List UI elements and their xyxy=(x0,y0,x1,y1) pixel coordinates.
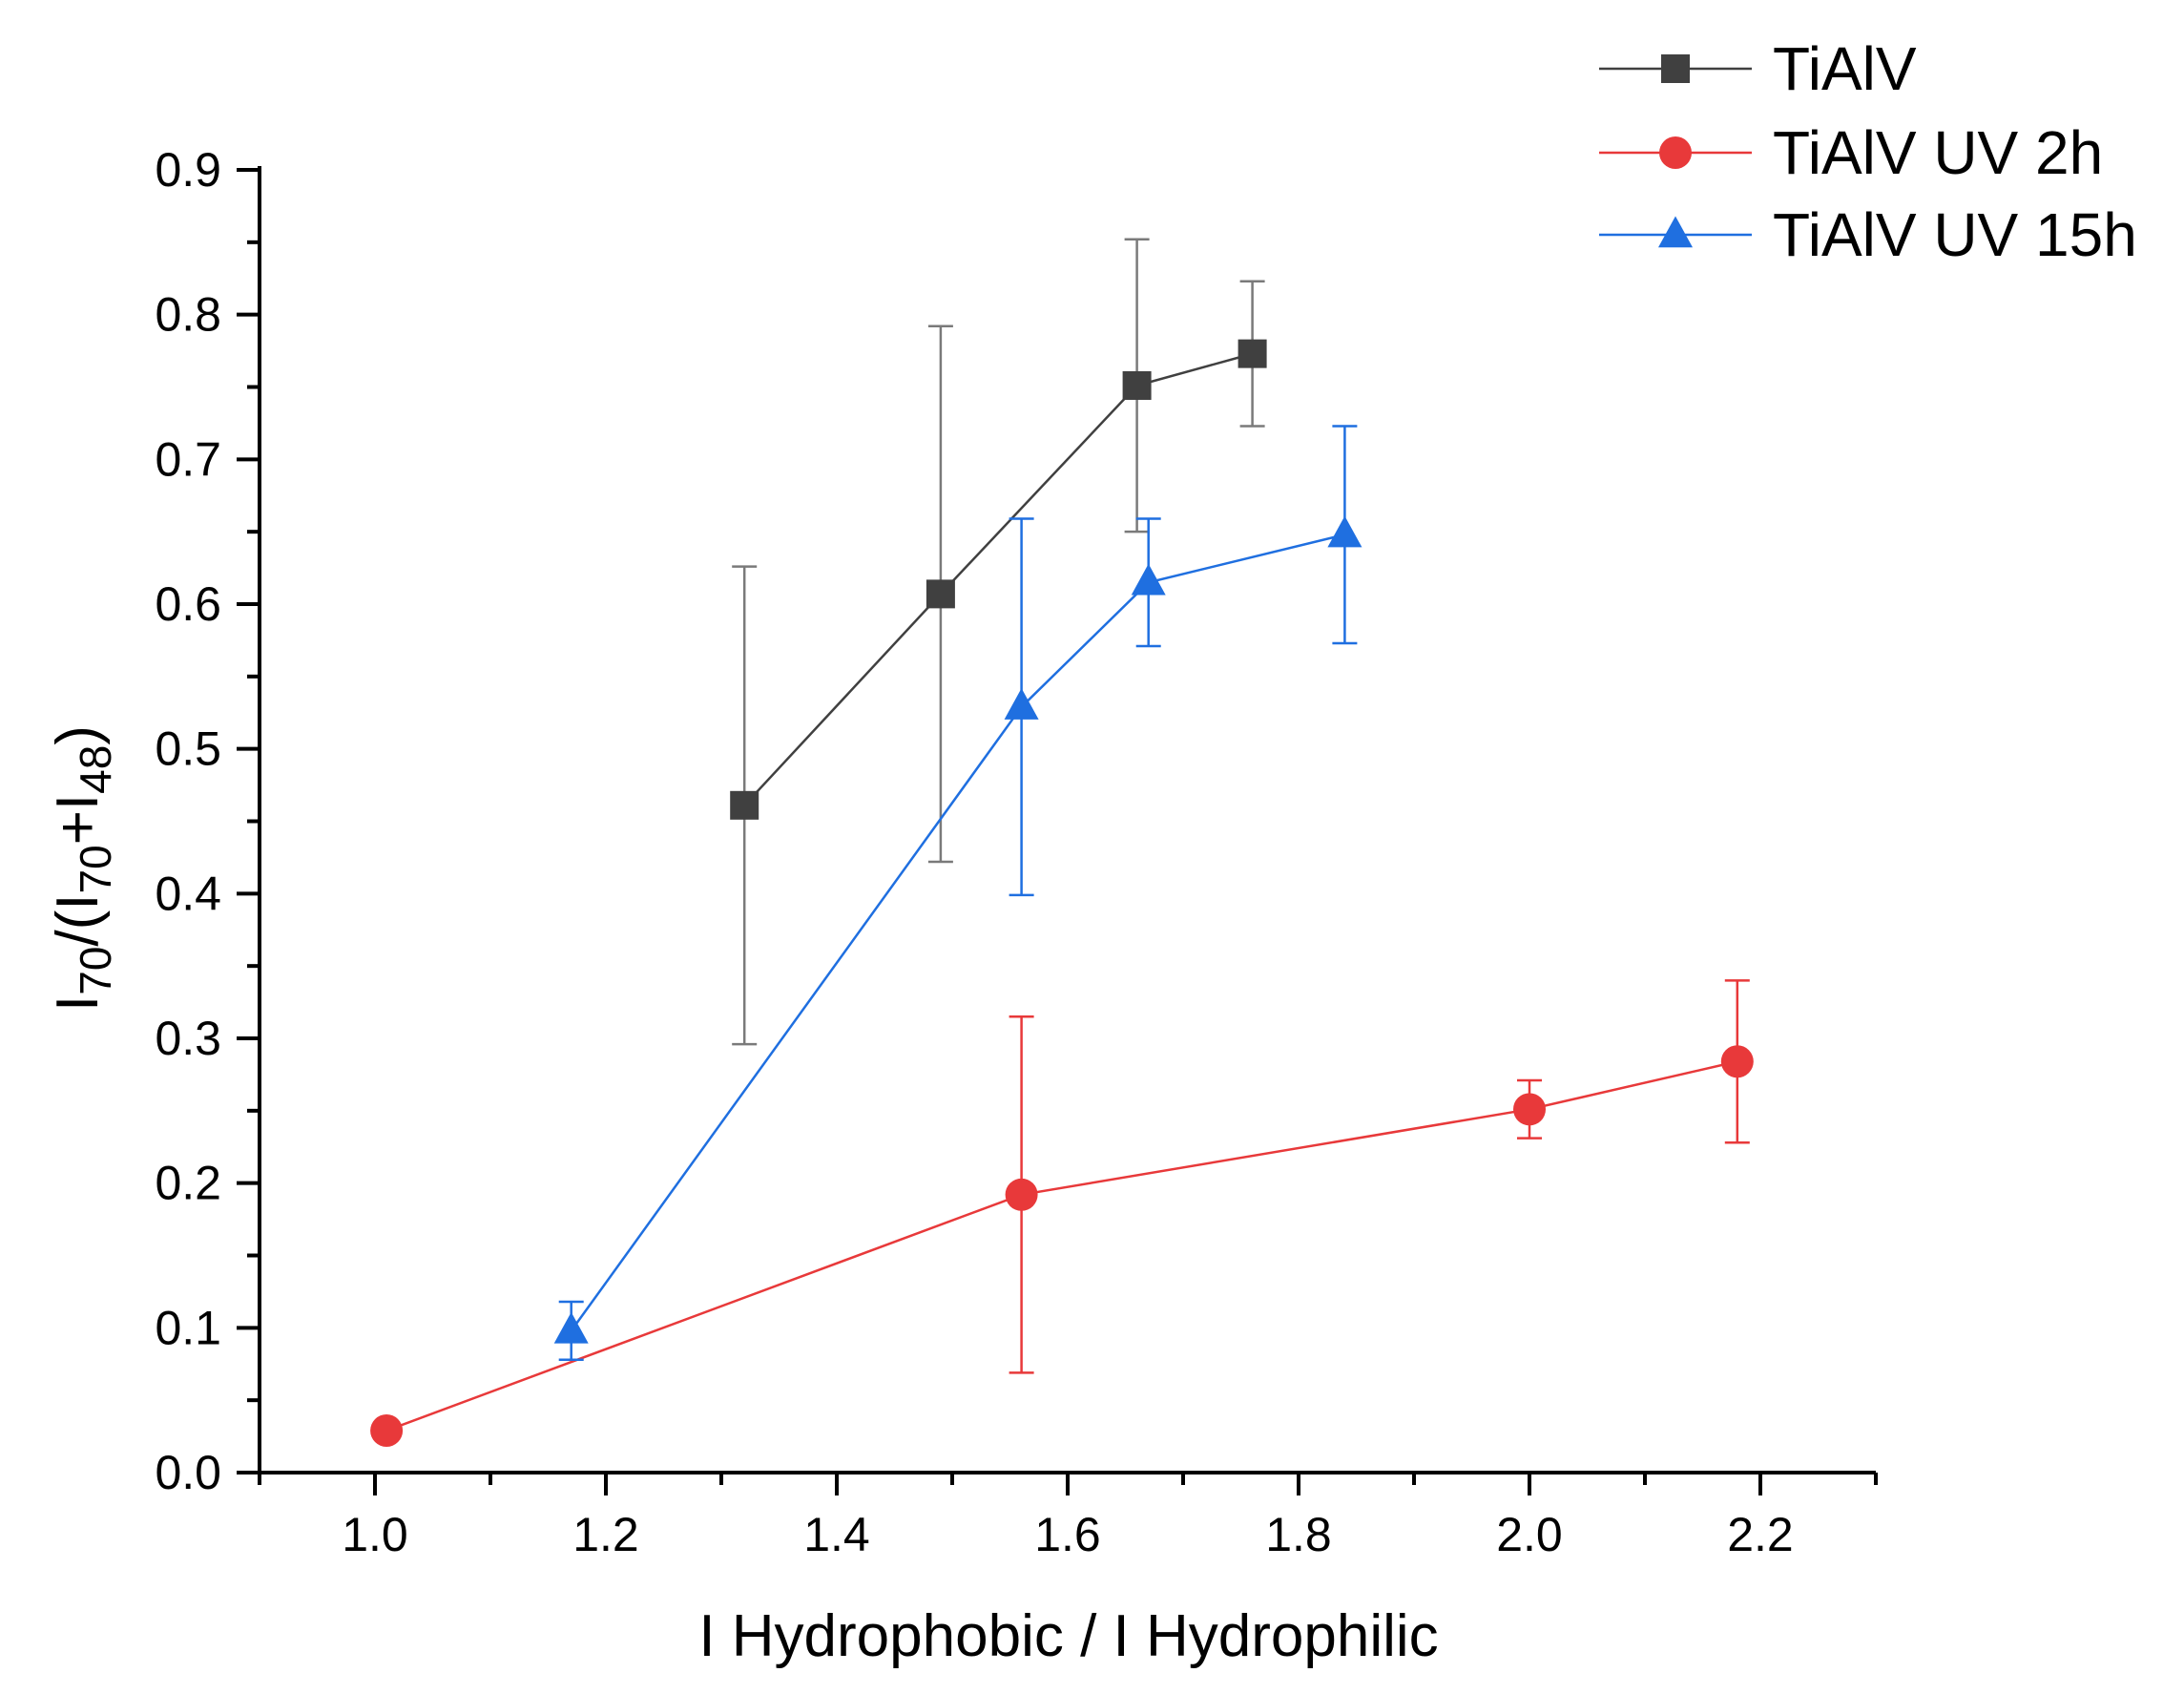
data-point xyxy=(926,579,955,609)
legend-marker xyxy=(1658,216,1693,248)
y-axis-title-part: 70 xyxy=(71,845,120,893)
axes: 0.0 0.1 0.2 0.3 0.4 0.5 0.6 0.7 0.8 0.9 1.0 1.2 1.4 1… xyxy=(155,143,1878,1561)
x-axis-title: I Hydrophobic / I Hydrophilic xyxy=(698,1603,1438,1669)
x-tick-label: 1.6 xyxy=(1034,1508,1101,1561)
series-tialv-uv-2h xyxy=(370,979,1754,1448)
y-tick-label: 0.7 xyxy=(155,432,221,486)
legend-marker xyxy=(1661,54,1690,83)
series-tialv xyxy=(730,238,1267,1046)
plot-area xyxy=(370,238,1754,1448)
legend: TiAlV TiAlV UV 2h TiAlV UV 15h xyxy=(1599,34,2137,269)
legend-label: TiAlV xyxy=(1773,34,1917,103)
y-axis-title-part: 70 xyxy=(71,947,120,995)
y-tick-label: 0.5 xyxy=(155,722,221,776)
series-line xyxy=(385,1060,1738,1433)
series-line xyxy=(570,533,1345,1332)
data-point xyxy=(1122,370,1152,400)
x-tick-label: 1.0 xyxy=(342,1508,408,1561)
y-tick-label: 0.6 xyxy=(155,577,221,631)
y-tick-label: 0.2 xyxy=(155,1157,221,1210)
y-axis-title-part: ) xyxy=(45,725,111,745)
y-axis-title-part: I xyxy=(45,995,111,1012)
y-tick-label: 0.8 xyxy=(155,288,221,342)
data-point xyxy=(1720,1045,1754,1078)
data-point xyxy=(1131,563,1166,596)
y-axis-title-part: 48 xyxy=(71,745,120,794)
series-tialv-uv-15h xyxy=(553,425,1362,1361)
x-tick-label: 2.2 xyxy=(1727,1508,1794,1561)
legend-label: TiAlV UV 2h xyxy=(1773,118,2103,187)
data-point xyxy=(1513,1093,1546,1126)
y-axis-title: I70/(I70+I48) xyxy=(45,725,120,1012)
data-point xyxy=(1005,1178,1038,1211)
x-tick-label: 2.0 xyxy=(1496,1508,1563,1561)
data-point xyxy=(1327,515,1362,548)
y-axis-title-part: /(I xyxy=(45,893,111,946)
data-point xyxy=(730,790,759,820)
x-tick-label: 1.8 xyxy=(1265,1508,1332,1561)
data-point xyxy=(370,1414,404,1448)
legend-marker xyxy=(1659,136,1692,169)
y-tick-label: 0.3 xyxy=(155,1012,221,1065)
data-point xyxy=(1004,688,1039,720)
data-point xyxy=(1238,339,1267,368)
series-line xyxy=(743,352,1253,806)
y-tick-label: 0.0 xyxy=(155,1446,221,1499)
x-tick-label: 1.2 xyxy=(572,1508,639,1561)
y-tick-label: 0.1 xyxy=(155,1301,221,1354)
data-point xyxy=(553,1311,589,1344)
y-axis-title-part: +I xyxy=(45,794,111,845)
legend-item: TiAlV xyxy=(1599,34,1917,103)
x-tick-label: 1.4 xyxy=(803,1508,870,1561)
y-tick-label: 0.9 xyxy=(155,143,221,197)
legend-label: TiAlV UV 15h xyxy=(1773,200,2137,269)
legend-item: TiAlV UV 2h xyxy=(1599,118,2103,187)
legend-item: TiAlV UV 15h xyxy=(1599,200,2137,269)
y-tick-label: 0.4 xyxy=(155,867,221,920)
